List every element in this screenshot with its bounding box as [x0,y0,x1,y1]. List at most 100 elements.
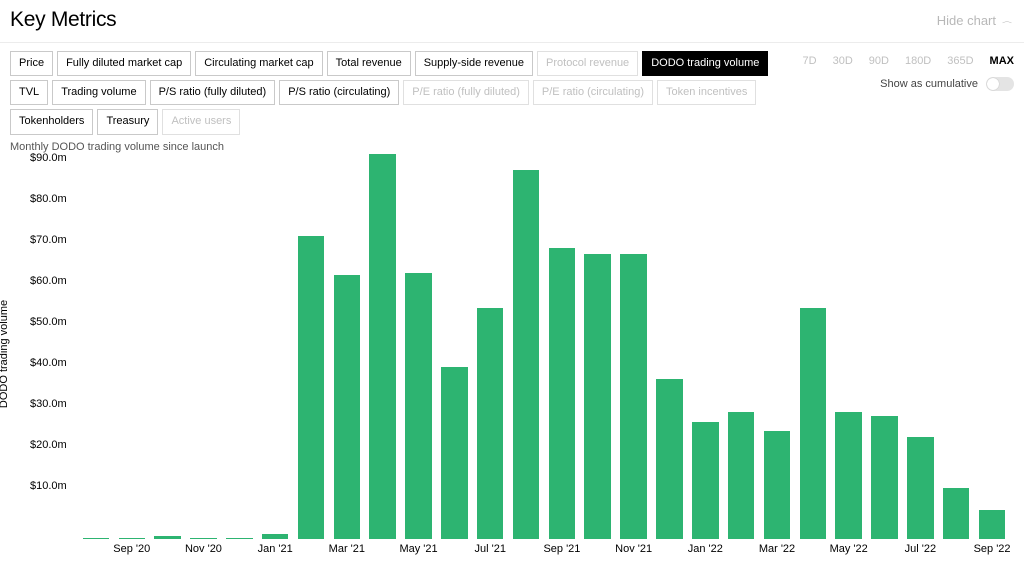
bar-slot [114,150,150,539]
y-tick-label: $90.0m [30,152,67,164]
metric-button[interactable]: Circulating market cap [195,51,322,76]
bar-slot [293,150,329,539]
bar[interactable] [190,538,217,539]
chart-container: DODO trading volume $10.0m$20.0m$30.0m$4… [10,140,1014,567]
bar[interactable] [405,273,432,539]
y-tick-label: $20.0m [30,439,67,451]
y-axis-label: DODO trading volume [0,299,10,407]
x-tick-label: Nov '20 [185,543,222,555]
bar[interactable] [83,538,110,539]
metric-button[interactable]: Supply-side revenue [415,51,533,76]
metric-button[interactable]: Total revenue [327,51,411,76]
metric-button[interactable]: Trading volume [52,80,145,105]
x-tick-label: Jan '22 [688,543,723,555]
metric-button[interactable]: DODO trading volume [642,51,768,76]
metric-button[interactable]: Price [10,51,53,76]
hide-chart-toggle[interactable]: Hide chart ︿ [937,13,1012,28]
range-option[interactable]: 180D [905,55,931,67]
bar-slot [795,150,831,539]
bar[interactable] [549,248,576,539]
x-tick-label: Jul '21 [474,543,505,555]
page-title: Key Metrics [10,8,116,32]
bar[interactable] [764,431,791,540]
bar-slot [687,150,723,539]
metric-button[interactable]: P/S ratio (fully diluted) [150,80,276,105]
bar[interactable] [226,538,253,539]
bar[interactable] [119,538,146,539]
metric-button: P/E ratio (circulating) [533,80,653,105]
bar-slot [221,150,257,539]
bar-slot [78,150,114,539]
metric-button[interactable]: Tokenholders [10,109,93,134]
y-tick-label: $70.0m [30,234,67,246]
hide-chart-label: Hide chart [937,13,996,28]
y-tick-label: $10.0m [30,480,67,492]
bar[interactable] [656,379,683,539]
x-tick-label: Nov '21 [615,543,652,555]
bar[interactable] [979,510,1006,539]
x-axis: Sep '20Nov '20Jan '21Mar '21May '21Jul '… [78,543,1010,563]
bar-slot [472,150,508,539]
bar-slot [329,150,365,539]
bar-slot [974,150,1010,539]
bar[interactable] [513,170,540,539]
divider [0,42,1024,43]
metric-button: Active users [162,109,240,134]
bar-slot [365,150,401,539]
bar[interactable] [871,416,898,539]
bar-slot [580,150,616,539]
range-option[interactable]: 90D [869,55,889,67]
bar[interactable] [369,154,396,539]
x-tick-label: Mar '21 [329,543,365,555]
bar-slot [544,150,580,539]
bar[interactable] [154,536,181,539]
bar[interactable] [584,254,611,539]
bar[interactable] [620,254,647,539]
metric-button[interactable]: Fully diluted market cap [57,51,191,76]
range-option[interactable]: 365D [947,55,973,67]
bar-slot [186,150,222,539]
bar[interactable] [692,422,719,539]
metric-button[interactable]: Treasury [97,109,158,134]
range-option[interactable]: 30D [833,55,853,67]
bar[interactable] [728,412,755,539]
y-tick-label: $30.0m [30,398,67,410]
x-tick-label: Jul '22 [905,543,936,555]
bar[interactable] [262,534,289,539]
cumulative-label: Show as cumulative [880,78,978,90]
bar-slot [938,150,974,539]
bar-slot [867,150,903,539]
bar[interactable] [835,412,862,539]
metric-button[interactable]: P/S ratio (circulating) [279,80,399,105]
bar[interactable] [800,308,827,539]
x-tick-label: Sep '20 [113,543,150,555]
chevron-up-icon: ︿ [1002,16,1012,25]
chart-plot-area: $10.0m$20.0m$30.0m$40.0m$50.0m$60.0m$70.… [78,150,1010,539]
x-tick-label: Mar '22 [759,543,795,555]
bar-slot [759,150,795,539]
bar[interactable] [907,437,934,539]
bar-slot [902,150,938,539]
bar[interactable] [298,236,325,539]
bar[interactable] [334,275,361,539]
x-tick-label: Sep '22 [974,543,1011,555]
range-option[interactable]: 7D [803,55,817,67]
bar-slot [150,150,186,539]
range-option[interactable]: MAX [990,55,1014,67]
time-range-group: 7D 30D 90D 180D 365D MAX [803,55,1014,67]
bar-slot [257,150,293,539]
bar[interactable] [441,367,468,539]
bar[interactable] [477,308,504,539]
metric-button-group: PriceFully diluted market capCirculating… [10,51,780,135]
bar[interactable] [943,488,970,539]
y-tick-label: $80.0m [30,193,67,205]
metric-button[interactable]: TVL [10,80,48,105]
cumulative-toggle[interactable] [986,77,1014,91]
x-tick-label: May '21 [399,543,437,555]
bar-slot [723,150,759,539]
bar-slot [831,150,867,539]
y-tick-label: $50.0m [30,316,67,328]
bars-container [78,150,1010,539]
metric-button: P/E ratio (fully diluted) [403,80,529,105]
bar-slot [436,150,472,539]
